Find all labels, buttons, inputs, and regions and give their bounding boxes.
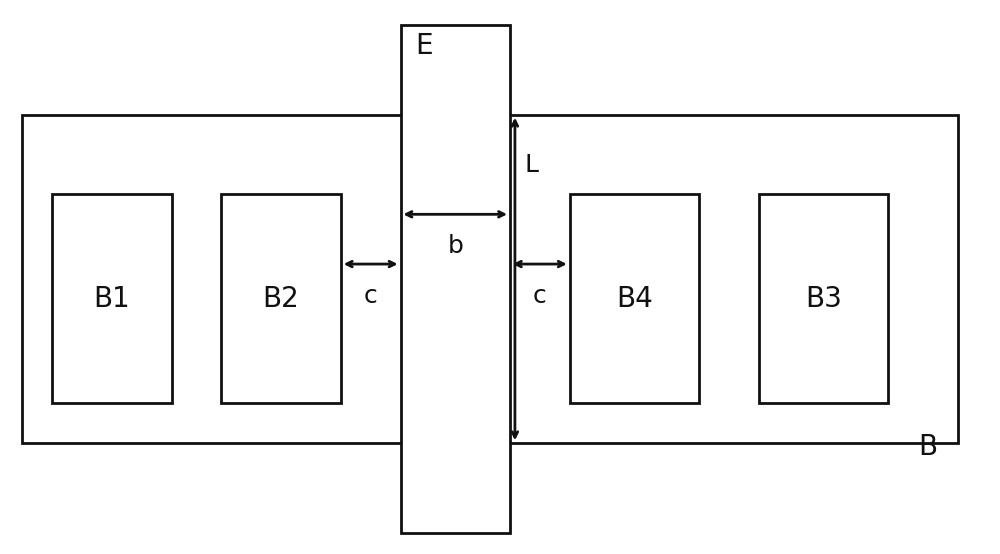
Text: B1: B1: [94, 285, 130, 313]
Bar: [221, 194, 341, 403]
Text: B2: B2: [263, 285, 299, 313]
Text: c: c: [533, 284, 547, 308]
Text: B3: B3: [805, 285, 842, 313]
Text: B4: B4: [616, 285, 653, 313]
Bar: [500, 115, 958, 443]
Bar: [401, 25, 510, 533]
Text: B: B: [919, 433, 938, 461]
Bar: [52, 194, 172, 403]
Text: L: L: [525, 152, 539, 177]
Bar: [570, 194, 699, 403]
Text: E: E: [415, 32, 433, 60]
Text: b: b: [447, 234, 463, 258]
Text: c: c: [364, 284, 378, 308]
Bar: [759, 194, 888, 403]
Bar: [22, 115, 410, 443]
